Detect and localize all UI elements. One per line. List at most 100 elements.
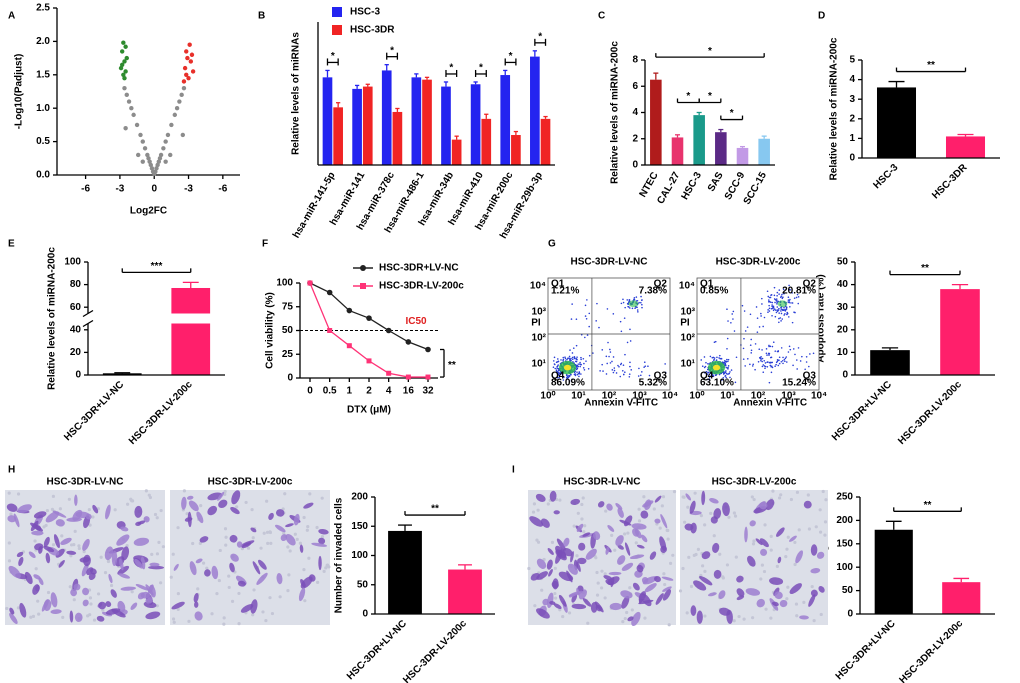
pore (553, 591, 557, 596)
event-dot (552, 376, 554, 379)
event-dot (773, 286, 776, 289)
pore (302, 515, 306, 520)
bar (352, 88, 362, 165)
bar (715, 132, 727, 165)
event-dot (574, 360, 577, 363)
event-dot (643, 361, 646, 363)
sig-label: ** (431, 504, 439, 515)
cell (556, 538, 566, 551)
event-dot (768, 381, 771, 384)
cell (810, 568, 821, 574)
point (156, 159, 161, 164)
cell (55, 519, 65, 527)
bar (422, 79, 432, 165)
x-tick-label: HSC-3DR+LV-NC (345, 618, 409, 682)
event-dot (778, 321, 780, 324)
sig-label: * (331, 51, 335, 62)
point (122, 85, 127, 91)
event-dot (725, 376, 727, 379)
bar (392, 111, 403, 165)
event-dot (730, 369, 733, 371)
point (122, 59, 127, 64)
pore (793, 540, 797, 545)
y-tick-label: 0.0 (36, 170, 50, 181)
cell (111, 550, 118, 567)
event-dot (777, 364, 780, 367)
y-tick-label: 80 (70, 279, 82, 290)
cell (35, 525, 42, 531)
pore (558, 498, 562, 502)
cell (640, 510, 649, 519)
pore (205, 566, 209, 570)
event-dot (809, 353, 811, 355)
event-dot (783, 358, 786, 361)
event-dot (760, 355, 762, 358)
event-dot (742, 347, 745, 350)
x-axis-title: DTX (μM) (347, 405, 391, 416)
legend-label: HSC-3DR-LV-200c (379, 281, 464, 292)
pore (298, 541, 302, 545)
point (147, 159, 152, 164)
marker (405, 374, 411, 380)
cell (85, 513, 92, 520)
pore (692, 553, 696, 557)
pore (621, 620, 625, 624)
event-dot (582, 357, 585, 360)
pore (603, 596, 607, 600)
event-dot (775, 361, 778, 364)
cell (32, 584, 40, 595)
pore (96, 592, 101, 596)
pore (752, 497, 756, 502)
cell (629, 554, 645, 560)
pore (687, 555, 691, 559)
y-tick-label: 0 (847, 609, 853, 620)
pore (34, 567, 38, 571)
event-dot (776, 309, 779, 311)
bar (942, 582, 981, 614)
flow-x-tick: 10¹ (720, 391, 735, 402)
pore (737, 614, 741, 619)
event-dot (622, 364, 625, 366)
cell (661, 576, 674, 581)
pore (733, 514, 738, 518)
pore (712, 534, 716, 538)
event-dot (785, 306, 788, 309)
pore (155, 516, 159, 520)
event-dot (644, 365, 647, 367)
pore (769, 616, 773, 620)
pore (196, 587, 200, 591)
event-dot (638, 367, 640, 370)
x-tick-label: -3 (115, 184, 124, 195)
pore (87, 508, 91, 512)
quadrant-name: Q1 (700, 279, 714, 290)
pore (159, 508, 163, 513)
event-dot (787, 316, 790, 318)
bar (481, 118, 492, 165)
event-dot (780, 310, 782, 312)
cell (582, 532, 591, 537)
cell (55, 548, 65, 558)
event-dot (705, 361, 707, 364)
pore (264, 618, 268, 623)
event-dot (575, 358, 578, 361)
event-dot (606, 362, 609, 365)
event-dot (724, 371, 727, 374)
cell (229, 534, 238, 543)
cell (777, 556, 782, 564)
x-tick-label: HSC-3DR-LV-200c (896, 379, 964, 447)
cell (79, 557, 91, 563)
event-dot (714, 374, 717, 377)
event-dot (751, 365, 754, 367)
pore (7, 559, 12, 563)
cell (250, 527, 257, 533)
point (123, 126, 128, 131)
event-dot (555, 361, 558, 364)
event-dot (774, 350, 777, 352)
cell (252, 561, 261, 575)
x-tick-label: HSC-3DR-LV-200c (127, 379, 195, 447)
event-dot (723, 371, 725, 373)
event-dot (571, 303, 573, 305)
pore (603, 572, 607, 576)
pore (666, 537, 670, 541)
y-tick-label: 250 (836, 492, 853, 503)
